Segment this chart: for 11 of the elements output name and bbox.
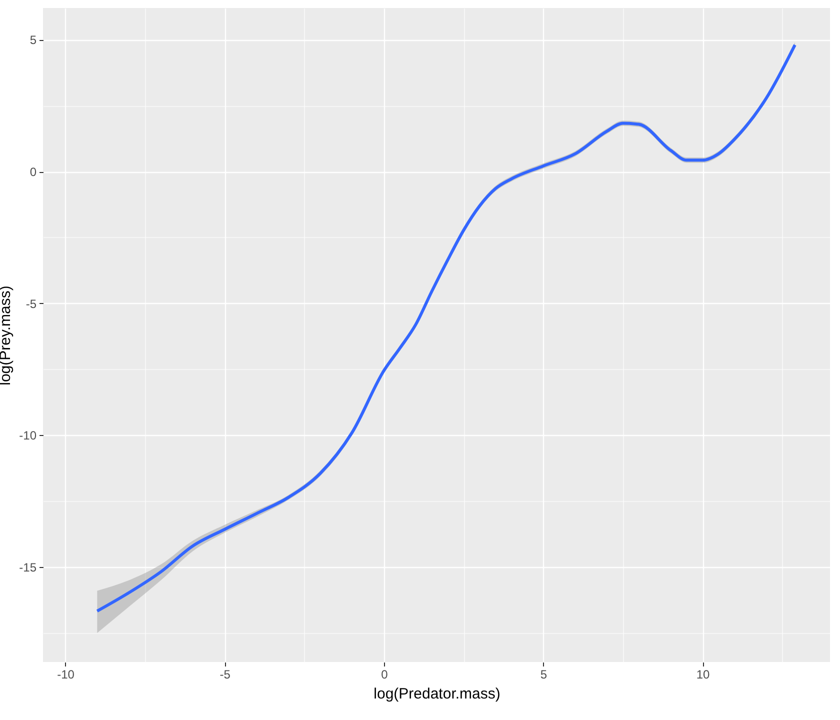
x-tick-label: -10 xyxy=(57,668,75,682)
x-tick-label: 0 xyxy=(381,668,388,682)
y-tick-label: -5 xyxy=(26,296,37,311)
y-tick-label: -15 xyxy=(19,560,37,575)
x-tick-label: 5 xyxy=(540,668,548,682)
x-tick-label: 10 xyxy=(696,668,710,682)
x-axis-title: log(Predator.mass) xyxy=(374,686,500,702)
x-tick-label: -5 xyxy=(220,668,231,682)
y-tick-label: 0 xyxy=(30,165,37,179)
y-tick-label: -10 xyxy=(19,428,37,443)
y-tick-label: 5 xyxy=(30,33,37,48)
